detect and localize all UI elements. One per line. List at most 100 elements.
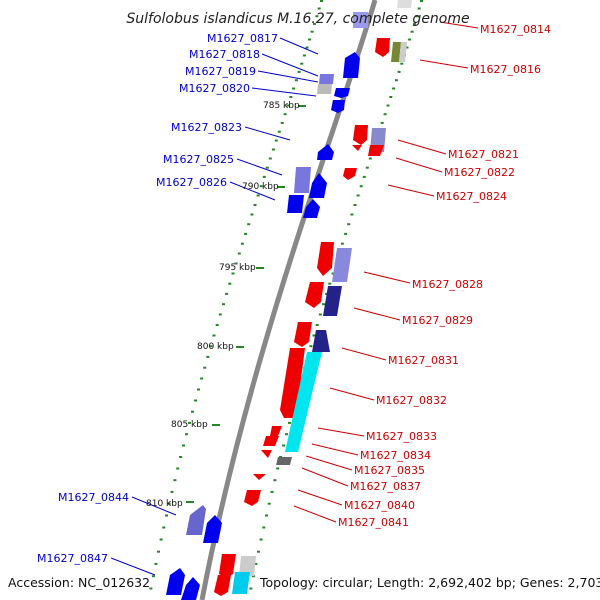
- gene-arrow-0826a[interactable]: [287, 195, 304, 213]
- gene-arrow-0847b[interactable]: [181, 577, 200, 600]
- gene-arrow-0816b[interactable]: [391, 42, 401, 62]
- tick-dot: [274, 139, 278, 142]
- gene-label-0818[interactable]: M1627_0818: [189, 48, 260, 61]
- gene-arrow-0828b[interactable]: [332, 248, 352, 282]
- tick-dot: [170, 490, 174, 493]
- gene-label-0817[interactable]: M1627_0817: [207, 32, 278, 45]
- gene-label-0837[interactable]: M1627_0837: [350, 480, 421, 493]
- gene-label-0831[interactable]: M1627_0831: [388, 354, 459, 367]
- tick-dot: [165, 514, 168, 517]
- gene-label-0820[interactable]: M1627_0820: [179, 82, 250, 95]
- tick-dot: [386, 104, 390, 107]
- gene-arrow-0819b[interactable]: [319, 74, 334, 84]
- tick-dot: [392, 87, 396, 90]
- gene-arrow-0821b[interactable]: [352, 145, 362, 151]
- gene-label-0816[interactable]: M1627_0816: [470, 63, 541, 76]
- gene-arrow-0816c[interactable]: [399, 42, 407, 62]
- tick-dot: [191, 410, 194, 413]
- gene-arrow-0824[interactable]: [343, 168, 357, 180]
- genome-title: Sulfolobus islandicus M.16.27, complete …: [126, 11, 469, 27]
- tick-dot: [159, 538, 163, 541]
- reverse-gene-leaders: [110, 37, 319, 576]
- tick-dot: [157, 550, 160, 553]
- gene-arrow-0829a[interactable]: [305, 282, 324, 308]
- gene-arrow-0832a[interactable]: [280, 348, 305, 418]
- tick-dot: [225, 292, 229, 295]
- tick-dot: [228, 282, 232, 285]
- gene-label-0822[interactable]: M1627_0822: [444, 166, 515, 179]
- gene-label-0814[interactable]: M1627_0814: [480, 23, 551, 36]
- gene-arrow-0844b[interactable]: [203, 515, 222, 543]
- gene-label-0828[interactable]: M1627_0828: [412, 278, 483, 291]
- gene-arrow-0822b[interactable]: [368, 145, 384, 156]
- gene-label-0825[interactable]: M1627_0825: [163, 153, 234, 166]
- gene-arrow-0820b[interactable]: [334, 88, 350, 98]
- gene-label-0823[interactable]: M1627_0823: [171, 121, 242, 134]
- gene-arrow-bottom-2[interactable]: [214, 575, 231, 596]
- gene-label-0833[interactable]: M1627_0833: [366, 430, 437, 443]
- gene-arrow-0847a[interactable]: [166, 568, 185, 595]
- tick-dot: [328, 282, 332, 285]
- tick-dot: [250, 213, 254, 216]
- gene-label-0844[interactable]: M1627_0844: [58, 491, 129, 504]
- gene-arrow-0841[interactable]: [244, 490, 261, 506]
- gene-arrow-0844a[interactable]: [186, 505, 206, 535]
- gene-arrow-bottom-3[interactable]: [239, 556, 256, 576]
- gene-arrow-0823[interactable]: [317, 144, 334, 160]
- tick-dot: [154, 562, 158, 565]
- gene-label-0834[interactable]: M1627_0834: [360, 449, 431, 462]
- gene-arrow-0828a[interactable]: [317, 242, 334, 276]
- tick-dot: [218, 313, 222, 316]
- gene-label-0824[interactable]: M1627_0824: [436, 190, 507, 203]
- gene-arrow-0832b[interactable]: [285, 352, 322, 452]
- gene-arrow-0819a[interactable]: [343, 52, 360, 78]
- gene-label-0847[interactable]: M1627_0847: [37, 552, 108, 565]
- gene-arrow-0837[interactable]: [276, 457, 292, 465]
- tick-dot: [200, 377, 204, 380]
- gene-label-0829[interactable]: M1627_0829: [402, 314, 473, 327]
- tick-dot: [350, 213, 354, 216]
- gene-label-0832[interactable]: M1627_0832: [376, 394, 447, 407]
- tick-dot: [212, 334, 216, 337]
- gene-label-0835[interactable]: M1627_0835: [354, 464, 425, 477]
- gene-arrow-bottom-1[interactable]: [219, 554, 236, 578]
- gene-label-0840[interactable]: M1627_0840: [344, 499, 415, 512]
- gene-arrow-0829b[interactable]: [323, 286, 342, 316]
- gene-label-0841[interactable]: M1627_0841: [338, 516, 409, 529]
- gene-arrow-0825b[interactable]: [309, 173, 327, 198]
- accession-text: Accession: NC_012632: [8, 575, 150, 590]
- gene-arrow-bottom-4[interactable]: [232, 572, 250, 594]
- gene-arrow-0825a[interactable]: [294, 167, 311, 193]
- gene-arrow-0820c[interactable]: [331, 100, 345, 113]
- gene-arrow-0826b[interactable]: [303, 199, 320, 218]
- gene-arrow-0816a[interactable]: [375, 38, 390, 57]
- tick-dot: [312, 334, 316, 337]
- gene-arrow-0820a[interactable]: [317, 84, 332, 94]
- tick-dot: [313, 22, 316, 25]
- tick-dot: [389, 96, 393, 98]
- gene-arrow-0834[interactable]: [263, 436, 279, 446]
- tick-label-785: 785 kbp: [263, 101, 300, 111]
- tick-label-790: 790 kbp: [242, 182, 279, 192]
- gene-arrow-0817[interactable]: [353, 12, 368, 28]
- gene-arrow-0831a[interactable]: [294, 322, 312, 347]
- gene-label-0821[interactable]: M1627_0821: [448, 148, 519, 161]
- gene-arrow-0831b[interactable]: [312, 330, 330, 352]
- gene-label-0819[interactable]: M1627_0819: [185, 65, 256, 78]
- tick-dot: [194, 399, 197, 402]
- gene-arrow-0814[interactable]: [397, 0, 412, 8]
- tick-dot: [417, 7, 421, 10]
- tick-dot: [283, 113, 287, 116]
- tick-dot: [380, 121, 384, 124]
- tick-dot: [254, 562, 258, 565]
- gene-arrow-0821a[interactable]: [353, 125, 368, 145]
- tick-dot: [305, 46, 309, 49]
- tick-dot: [149, 587, 153, 590]
- gene-arrow-0833[interactable]: [270, 426, 282, 436]
- tick-dot: [288, 421, 291, 424]
- tick-dot: [188, 421, 191, 424]
- gene-arrow-0835[interactable]: [261, 450, 272, 458]
- gene-label-0826[interactable]: M1627_0826: [156, 176, 227, 189]
- forward-gene-leaders: [293, 21, 479, 523]
- gene-arrow-0840[interactable]: [253, 474, 266, 480]
